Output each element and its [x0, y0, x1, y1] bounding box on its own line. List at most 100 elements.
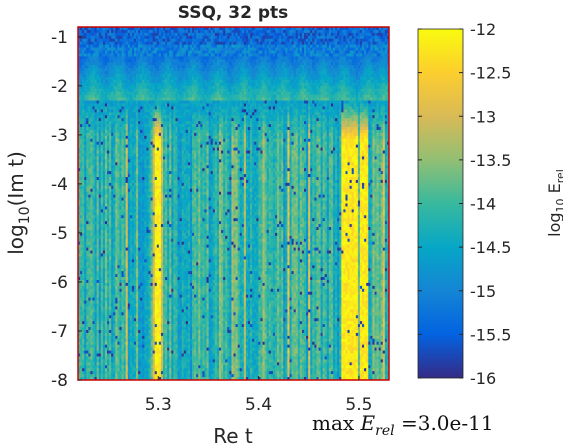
- heatmap-cell: [368, 112, 370, 115]
- heatmap-cell: [256, 36, 258, 39]
- heatmap-cell: [182, 68, 184, 71]
- heatmap-cell: [302, 62, 304, 65]
- heatmap-cell: [335, 56, 337, 59]
- heatmap-cell: [165, 106, 167, 109]
- heatmap-cell: [138, 112, 140, 115]
- heatmap-cell: [234, 118, 236, 121]
- heatmap-cell: [267, 62, 269, 65]
- heatmap-cell: [211, 77, 213, 80]
- heatmap-cell: [377, 33, 379, 36]
- heatmap-cell: [260, 112, 262, 115]
- heatmap-cell: [140, 92, 142, 95]
- heatmap-cell: [155, 89, 157, 92]
- heatmap-cell: [298, 103, 300, 106]
- heatmap-cell: [219, 118, 221, 121]
- heatmap-cell: [356, 118, 358, 121]
- heatmap-cell: [289, 103, 291, 106]
- heatmap-cell: [283, 51, 285, 54]
- heatmap-cell: [219, 33, 221, 36]
- heatmap-cell: [260, 48, 262, 51]
- heatmap-cell: [124, 106, 126, 109]
- heatmap-cell: [377, 98, 379, 101]
- heatmap-cell: [323, 89, 325, 92]
- heatmap-cell: [124, 30, 126, 33]
- heatmap-cell: [192, 121, 194, 124]
- heatmap-cell: [80, 74, 82, 77]
- heatmap-cell: [335, 39, 337, 42]
- heatmap-cell: [331, 65, 333, 68]
- heatmap-cell: [173, 42, 175, 45]
- heatmap-cell: [350, 101, 352, 104]
- heatmap-cell: [122, 77, 124, 80]
- heatmap-cell: [229, 48, 231, 51]
- heatmap-cell: [234, 71, 236, 74]
- heatmap-cell: [82, 56, 84, 59]
- heatmap-cell: [207, 74, 209, 77]
- heatmap-cell: [289, 68, 291, 71]
- heatmap-cell: [372, 121, 374, 124]
- heatmap-cell: [362, 33, 364, 36]
- heatmap-cell: [335, 71, 337, 74]
- heatmap-cell: [231, 53, 233, 56]
- heatmap-cell: [289, 121, 291, 124]
- heatmap-cell: [325, 103, 327, 106]
- heatmap-cell: [227, 33, 229, 36]
- heatmap-cell: [374, 48, 376, 51]
- heatmap-cell: [298, 89, 300, 92]
- heatmap-cell: [128, 80, 130, 83]
- heatmap-cell: [364, 103, 366, 106]
- heatmap-cell: [109, 112, 111, 115]
- heatmap-cell: [321, 115, 323, 118]
- heatmap-cell: [310, 112, 312, 115]
- heatmap-cell: [271, 71, 273, 74]
- heatmap-cell: [364, 95, 366, 98]
- heatmap-cell: [84, 124, 86, 127]
- heatmap-cell: [207, 103, 209, 106]
- heatmap-cell: [86, 30, 88, 33]
- heatmap-cell: [275, 109, 277, 112]
- heatmap-cell: [265, 86, 267, 89]
- heatmap-cell: [161, 30, 163, 33]
- heatmap-cell: [140, 56, 142, 59]
- heatmap-cell: [138, 86, 140, 89]
- heatmap-cell: [308, 112, 310, 115]
- heatmap-cell: [358, 71, 360, 74]
- heatmap-cell: [242, 112, 244, 115]
- heatmap-cell: [335, 36, 337, 39]
- heatmap-cell: [374, 42, 376, 45]
- heatmap-cell: [227, 83, 229, 86]
- heatmap-cell: [161, 77, 163, 80]
- heatmap-cell: [217, 65, 219, 68]
- heatmap-cell: [252, 51, 254, 54]
- heatmap-cell: [107, 39, 109, 42]
- heatmap-cell: [192, 56, 194, 59]
- heatmap-cell: [184, 51, 186, 54]
- heatmap-cell: [140, 65, 142, 68]
- heatmap-cell: [343, 77, 345, 80]
- heatmap-cell: [234, 39, 236, 42]
- heatmap-cell: [289, 53, 291, 56]
- heatmap-cell: [283, 86, 285, 89]
- heatmap-cell: [101, 51, 103, 54]
- heatmap-cell: [173, 74, 175, 77]
- heatmap-cell: [155, 51, 157, 54]
- heatmap-cell: [146, 42, 148, 45]
- heatmap-cell: [244, 95, 246, 98]
- heatmap-cell: [345, 62, 347, 65]
- heatmap-cell: [90, 30, 92, 33]
- heatmap-cell: [252, 71, 254, 74]
- heatmap-cell: [343, 59, 345, 62]
- heatmap-cell: [323, 95, 325, 98]
- heatmap-cell: [294, 106, 296, 109]
- heatmap-cell: [360, 89, 362, 92]
- heatmap-cell: [335, 92, 337, 95]
- heatmap-cell: [294, 121, 296, 124]
- heatmap-cell: [213, 77, 215, 80]
- heatmap-cell: [200, 121, 202, 124]
- heatmap-cell: [101, 77, 103, 80]
- heatmap-cell: [296, 74, 298, 77]
- heatmap-cell: [202, 53, 204, 56]
- heatmap-cell: [229, 86, 231, 89]
- heatmap-cell: [360, 53, 362, 56]
- heatmap-cell: [122, 36, 124, 39]
